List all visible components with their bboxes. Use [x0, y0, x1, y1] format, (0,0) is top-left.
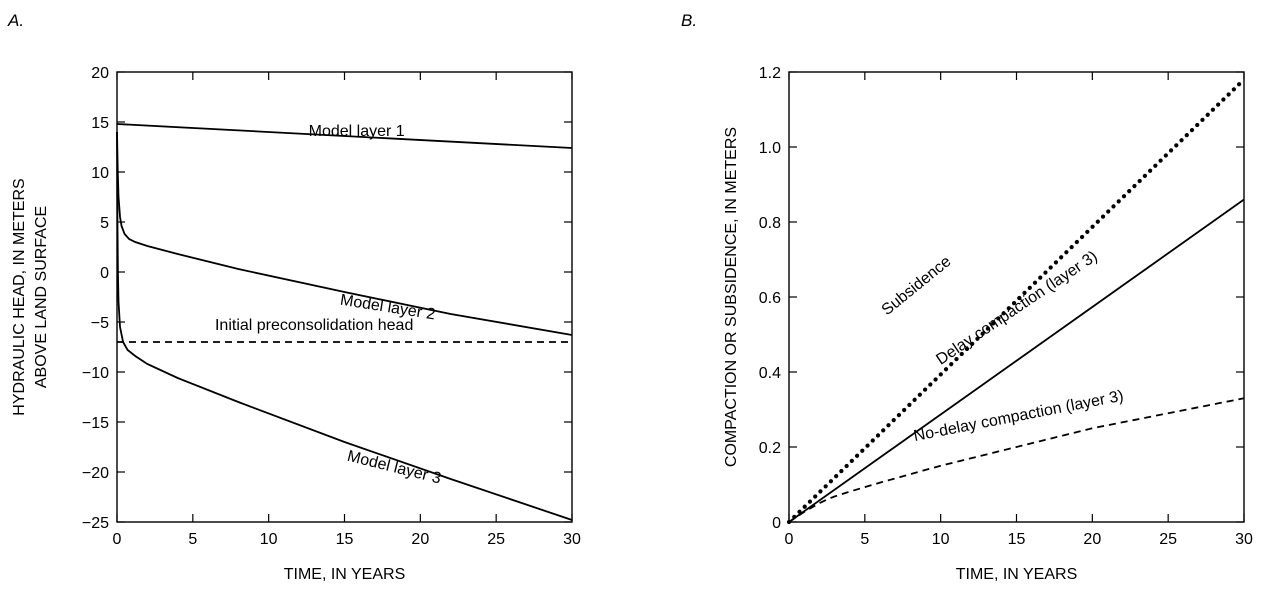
panel-label: A.: [7, 11, 24, 30]
y-tick-label: 0.8: [759, 215, 781, 232]
y-tick-label: −5: [91, 315, 109, 332]
y-tick-label: −10: [82, 365, 109, 382]
y-tick-label: 15: [91, 115, 109, 132]
series-line-model-layer-1: [116, 123, 573, 149]
y-tick-label: −20: [82, 465, 109, 482]
x-tick-label: 15: [1008, 531, 1026, 548]
x-axis-title: TIME, IN YEARS: [284, 566, 406, 583]
chart-panel-b: B. 0 5 10 15 20 25 30 0 0.2 0.4 0.6 0.8 1.0 1.2 TIME, I…: [681, 11, 1253, 583]
y-tick-label: −25: [82, 515, 109, 532]
series-annotation-no-delay-compaction-layer-3: No-delay compaction (layer 3): [912, 388, 1125, 445]
x-tick-label: 5: [860, 531, 869, 548]
x-tick-label: 20: [1083, 531, 1101, 548]
x-tick-label: 30: [563, 531, 581, 548]
x-tick-label: 10: [260, 531, 278, 548]
y-tick-label: 0: [100, 265, 109, 282]
panel-label: B.: [681, 11, 697, 30]
series-annotation-delay-compaction-layer-3: Delay compaction (layer 3): [933, 248, 1100, 369]
y-tick-label: 0: [772, 515, 781, 532]
series-line-no-delay-compaction-layer-3: [788, 397, 1245, 523]
series-line-model-layer-2: [116, 131, 573, 336]
y-tick-label: 0.4: [759, 365, 781, 382]
series-annotation-initial-preconsolidation-head: Initial preconsolidation head: [215, 317, 413, 334]
y-tick-label: 1.2: [759, 65, 781, 82]
x-tick-label: 25: [1159, 531, 1177, 548]
series-annotation-model-layer-1: Model layer 1: [309, 123, 405, 140]
series-annotation-model-layer-3: Model layer 3: [345, 448, 442, 488]
y-axis-title: COMPACTION OR SUBSIDENCE, IN METERS: [723, 127, 740, 467]
x-tick-label: 30: [1235, 531, 1253, 548]
y-axis-title: ABOVE LAND SURFACE: [33, 206, 50, 388]
y-tick-label: 0.2: [759, 440, 781, 457]
y-tick-label: −15: [82, 415, 109, 432]
x-tick-label: 25: [487, 531, 505, 548]
y-tick-label: 0.6: [759, 290, 781, 307]
series-line-model-layer-3: [116, 131, 573, 521]
y-tick-label: 10: [91, 165, 109, 182]
x-tick-label: 0: [113, 531, 122, 548]
series-line-delay-compaction-layer-3: [788, 198, 1245, 523]
x-tick-label: 20: [411, 531, 429, 548]
x-tick-label: 0: [785, 531, 794, 548]
y-tick-label: 20: [91, 65, 109, 82]
y-axis-title: HYDRAULIC HEAD, IN METERS: [11, 178, 28, 415]
x-tick-label: 10: [932, 531, 950, 548]
y-tick-label: 5: [100, 215, 109, 232]
x-tick-label: 15: [336, 531, 354, 548]
y-tick-label: 1.0: [759, 140, 781, 157]
series-annotation-subsidence: Subsidence: [879, 253, 955, 319]
x-axis-title: TIME, IN YEARS: [956, 566, 1078, 583]
x-tick-label: 5: [188, 531, 197, 548]
chart-panel-a: A. 0 5 10 15 20 25 30 −25 −20 −15 −10 −5 0 5 10 15 20 TIME…: [7, 11, 581, 583]
